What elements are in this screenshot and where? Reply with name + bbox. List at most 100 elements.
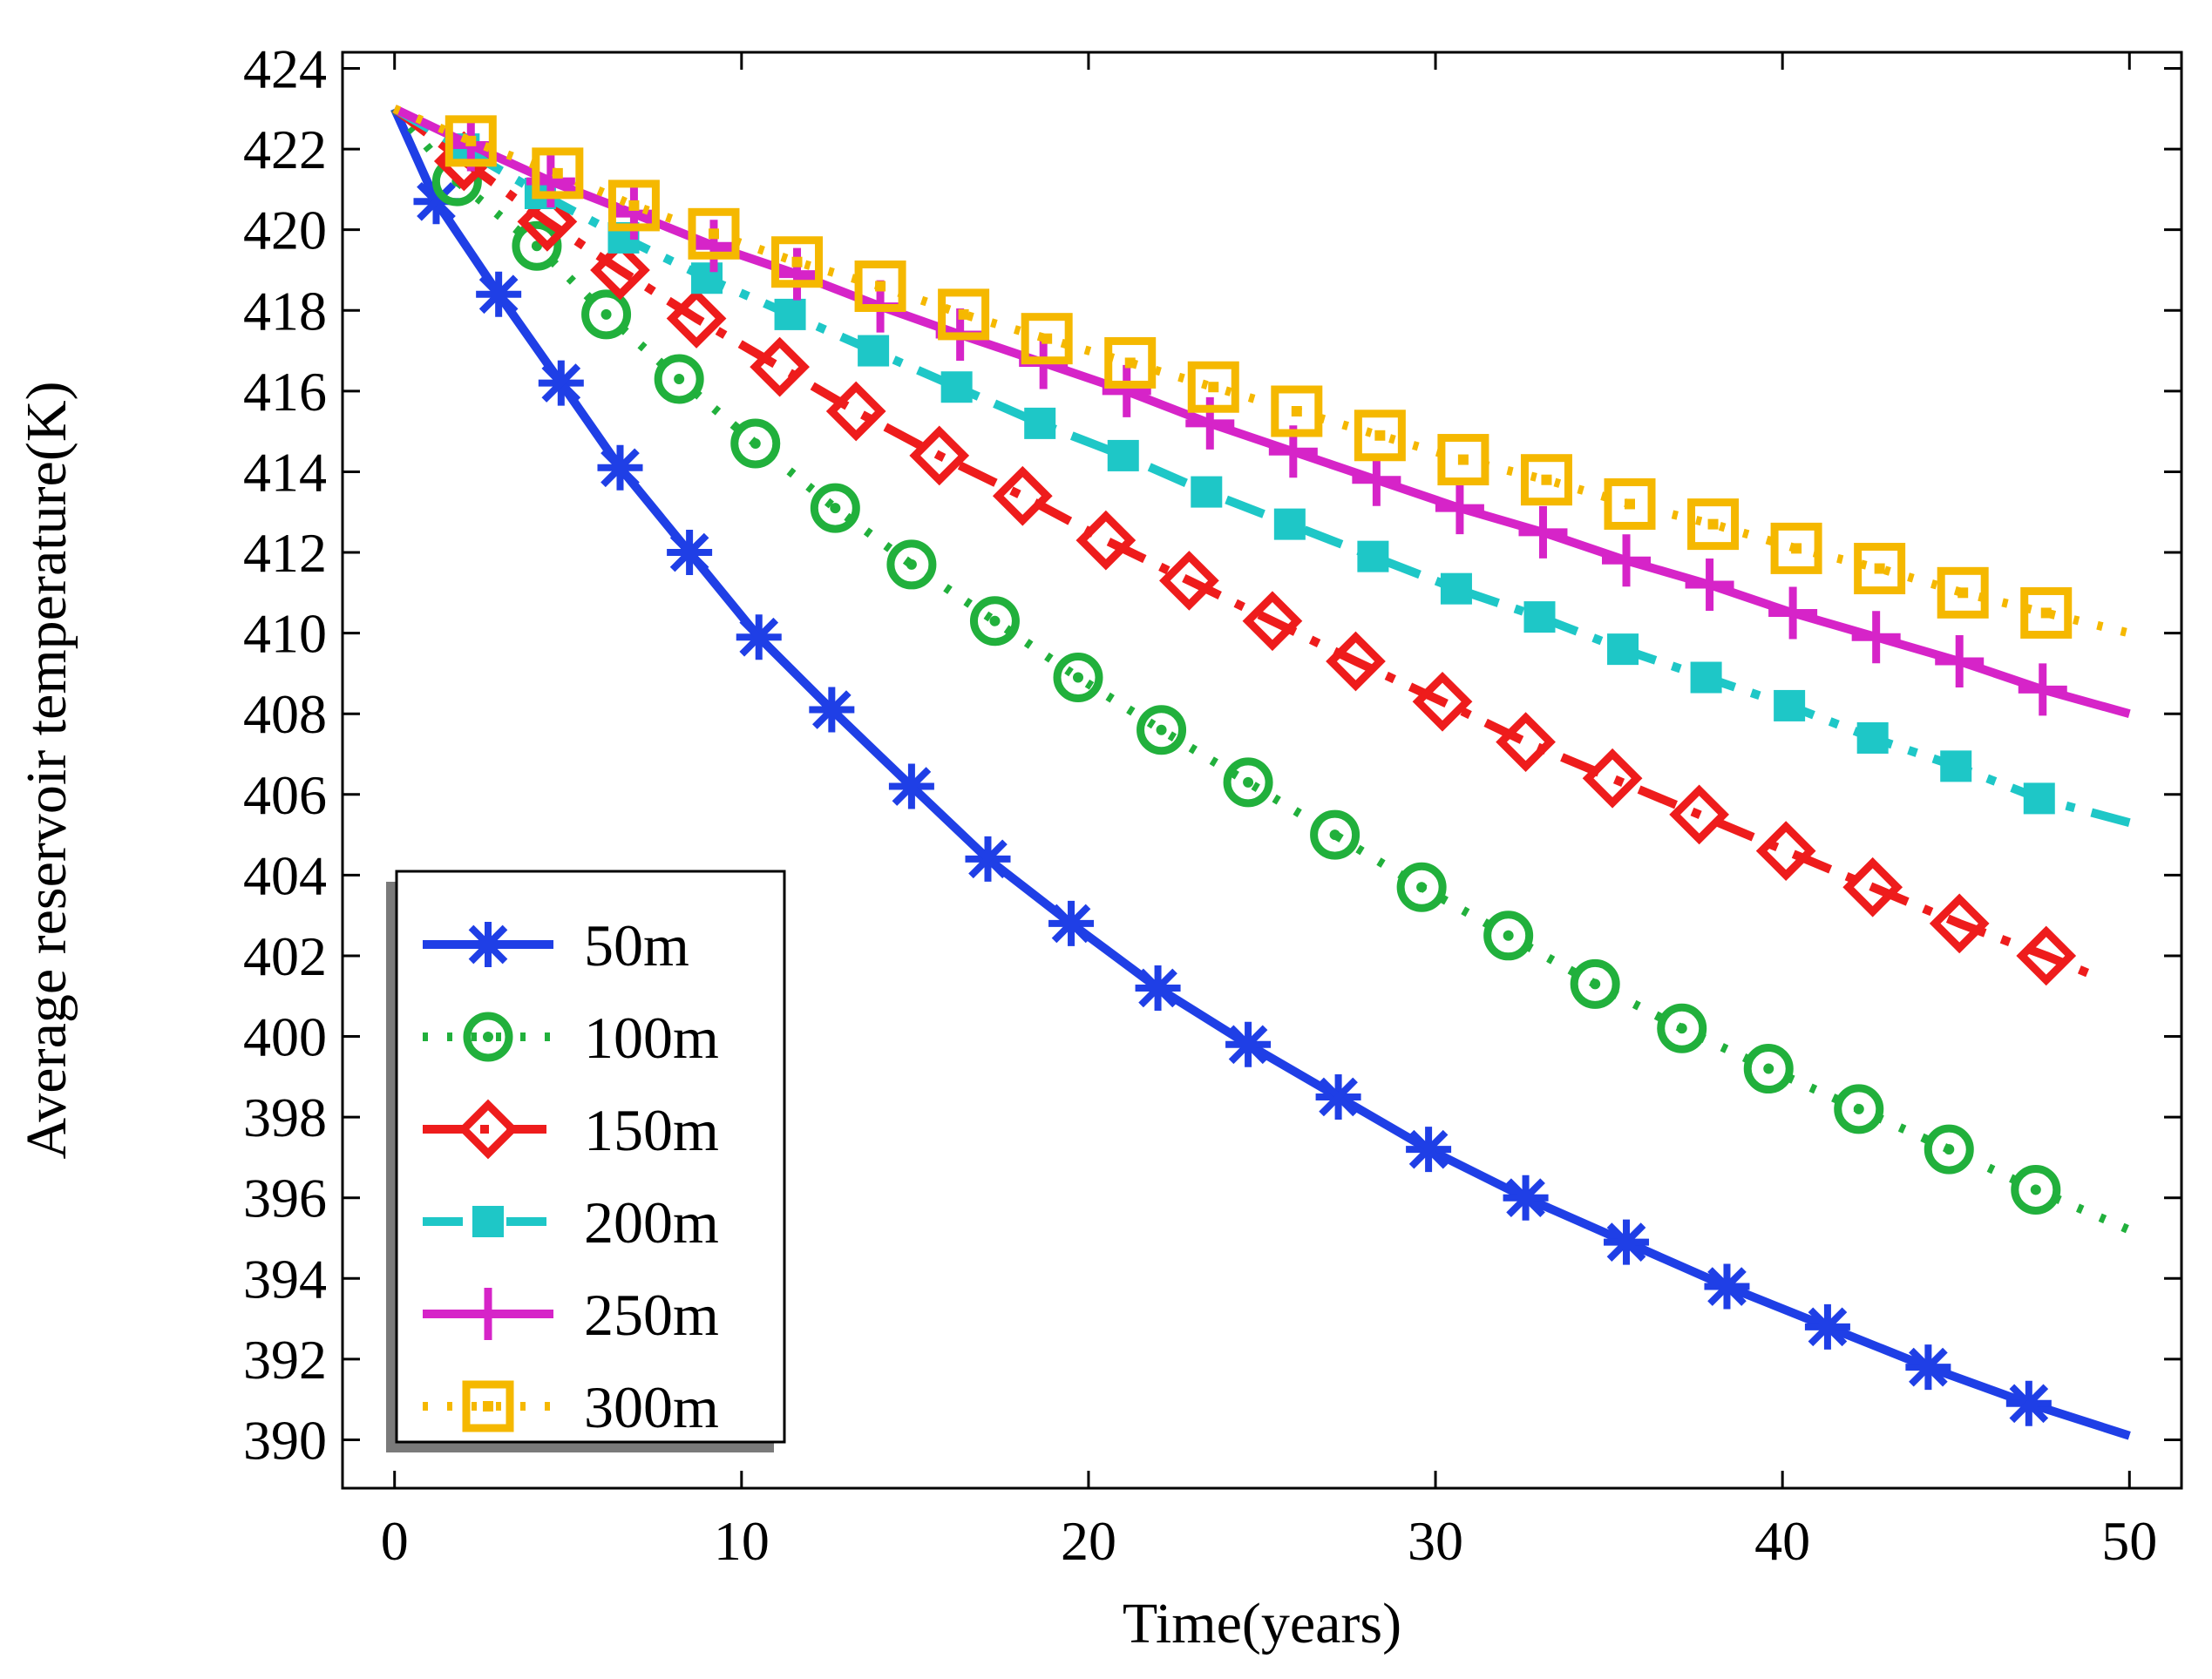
y-tick-label: 390 xyxy=(243,1409,327,1471)
series-line-50m xyxy=(390,106,2131,1440)
data-point-150m xyxy=(2016,925,2077,986)
legend-entry-50m: 50m xyxy=(423,912,689,978)
marker-300m xyxy=(854,260,906,312)
legend-label-50m: 50m xyxy=(584,912,689,978)
data-point-50m xyxy=(1804,1303,1850,1350)
series-150m xyxy=(391,105,2097,986)
marker-300m xyxy=(791,256,803,267)
marker-150m xyxy=(1929,893,1990,954)
marker-300m xyxy=(444,115,497,167)
marker-100m xyxy=(600,308,612,320)
marker-100m xyxy=(2011,1164,2061,1215)
legend-marker-50m xyxy=(468,924,508,965)
marker-300m xyxy=(2040,607,2052,619)
series-line-300m xyxy=(392,105,2131,638)
y-tick-label: 406 xyxy=(243,764,327,826)
marker-100m xyxy=(750,438,761,450)
data-point-200m xyxy=(1107,439,1139,471)
marker-100m xyxy=(2030,1184,2041,1195)
x-tick-label: 50 xyxy=(2101,1510,2157,1572)
y-tick-label: 392 xyxy=(243,1329,327,1391)
data-point-300m xyxy=(1354,410,1406,462)
marker-200m xyxy=(1191,476,1223,508)
marker-50m xyxy=(739,617,779,657)
legend: 50m 100m 150m 200m 250m 300m xyxy=(386,870,786,1452)
marker-150m xyxy=(909,425,970,486)
x-tick-label: 0 xyxy=(381,1510,409,1572)
y-tick-label: 400 xyxy=(243,1006,327,1068)
marker-50m xyxy=(1606,1222,1646,1262)
marker-100m xyxy=(1073,672,1083,683)
marker-50m xyxy=(1909,1347,1948,1387)
marker-50m xyxy=(812,690,852,729)
data-point-250m xyxy=(1602,534,1652,587)
data-point-50m xyxy=(1315,1073,1361,1120)
marker-50m xyxy=(1808,1307,1848,1347)
data-point-150m xyxy=(1582,748,1643,809)
y-tick-label: 404 xyxy=(243,844,327,906)
marker-100m xyxy=(1570,958,1620,1009)
marker-100m xyxy=(1590,978,1601,990)
marker-150m xyxy=(750,336,810,397)
marker-300m xyxy=(1374,430,1386,441)
data-point-50m xyxy=(1048,900,1095,946)
data-point-100m xyxy=(1657,1003,1707,1053)
legend-label-300m: 300m xyxy=(584,1374,719,1440)
marker-100m xyxy=(969,596,1020,647)
marker-100m xyxy=(1834,1084,1884,1134)
legend-label-100m: 100m xyxy=(584,1005,719,1071)
data-point-100m xyxy=(730,418,781,469)
legend-label-250m: 250m xyxy=(584,1282,719,1348)
data-point-300m xyxy=(1770,522,1822,574)
data-point-50m xyxy=(1704,1263,1750,1310)
series-line-200m xyxy=(392,105,2131,828)
data-point-150m xyxy=(909,425,970,486)
marker-300m xyxy=(1541,474,1552,485)
marker-100m xyxy=(1243,776,1254,788)
data-point-100m xyxy=(1743,1044,1794,1094)
data-point-50m xyxy=(736,614,782,660)
data-point-250m xyxy=(1352,453,1401,506)
marker-300m xyxy=(958,308,969,320)
marker-300m xyxy=(938,288,990,341)
plot-frame xyxy=(341,51,2183,1490)
marker-300m xyxy=(1042,333,1053,344)
data-point-50m xyxy=(597,444,643,491)
data-point-200m xyxy=(774,298,806,330)
marker-150m xyxy=(1755,821,1816,881)
marker-100m xyxy=(1763,1063,1774,1074)
data-point-250m xyxy=(1768,586,1818,640)
marker-200m xyxy=(1774,689,1806,721)
data-point-200m xyxy=(1024,407,1056,439)
marker-300m xyxy=(1625,498,1635,510)
marker-50m xyxy=(669,532,709,572)
data-point-50m xyxy=(2005,1380,2052,1426)
marker-150m xyxy=(1412,671,1473,732)
y-axis-title: Average reservoir temperature(K) xyxy=(15,382,78,1160)
data-point-200m xyxy=(1607,633,1639,666)
marker-150m xyxy=(1669,784,1729,845)
series-250m xyxy=(392,105,2131,719)
data-point-250m xyxy=(772,247,822,301)
marker-300m xyxy=(628,200,640,211)
ticks-layer: 0 10 20 30 40 50 390 392 394 396 398 400 402 404 406 40… xyxy=(243,38,2181,1572)
data-point-300m xyxy=(1604,477,1656,530)
marker-200m xyxy=(1523,601,1556,633)
legend-marker-150m xyxy=(458,1099,519,1160)
marker-100m xyxy=(989,615,1001,626)
data-point-150m xyxy=(1242,591,1303,652)
marker-100m xyxy=(1944,1144,1955,1155)
data-point-300m xyxy=(1687,498,1740,551)
data-point-300m xyxy=(1104,336,1157,389)
marker-300m xyxy=(1124,357,1136,369)
marker-50m xyxy=(968,839,1008,879)
marker-300m xyxy=(1271,385,1323,437)
data-point-250m xyxy=(689,220,738,273)
data-point-100m xyxy=(1396,862,1447,912)
marker-200m xyxy=(1607,633,1639,666)
data-point-300m xyxy=(688,207,740,260)
marker-200m xyxy=(1024,407,1056,439)
data-point-200m xyxy=(1357,540,1389,572)
data-point-100m xyxy=(1223,757,1273,808)
marker-150m xyxy=(666,288,727,349)
